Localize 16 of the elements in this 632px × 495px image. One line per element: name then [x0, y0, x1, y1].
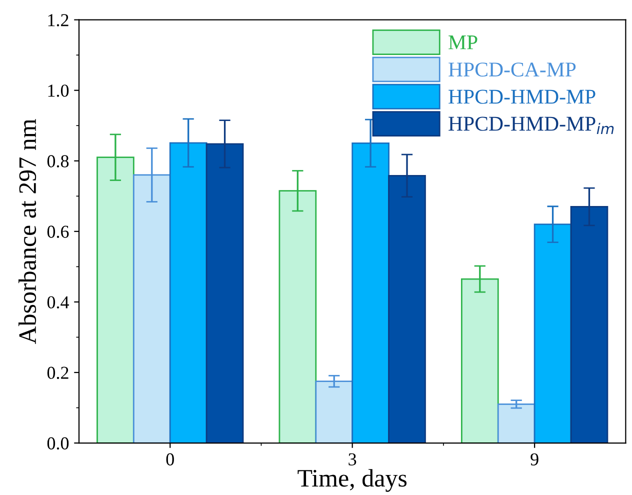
x-tick-label: 3	[348, 453, 356, 466]
y-tick-label: 0.8	[47, 155, 69, 168]
y-tick-label: 0.6	[47, 226, 69, 238]
legend-label: MP	[448, 36, 478, 50]
y-tick-label: 0.0	[47, 437, 69, 450]
y-tick-label: 1.0	[48, 84, 69, 97]
x-tick-label: 9	[530, 453, 538, 466]
legend-label: HPCD-HMD-MP$_{im}$	[448, 116, 614, 134]
y-tick-label: 1.2	[48, 14, 68, 26]
legend-label: HPCD-CA-MP	[448, 62, 576, 77]
legend-label: HPCD-HMD-MP	[448, 90, 596, 104]
y-axis-title: Absorbance at 297 nm	[18, 118, 36, 344]
x-tick-label: 0	[166, 453, 174, 466]
y-tick-label: 0.2	[47, 366, 68, 380]
y-tick-label: 0.4	[47, 296, 69, 308]
x-axis-title: Time, days	[298, 469, 407, 492]
